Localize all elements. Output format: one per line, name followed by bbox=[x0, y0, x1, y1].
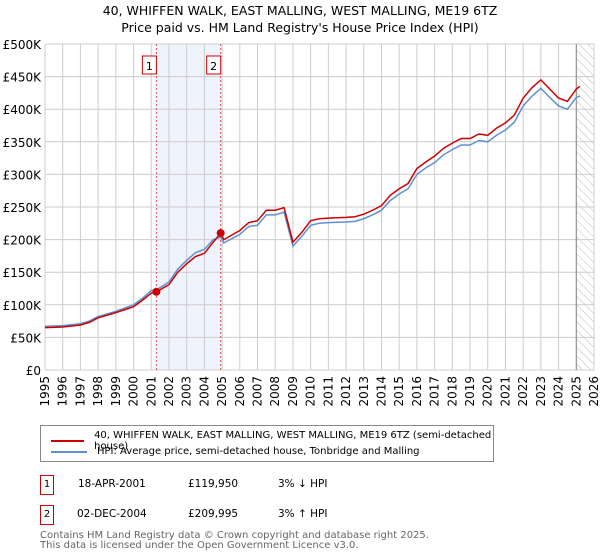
x-tick-label: 2000 bbox=[127, 376, 141, 407]
x-tick-label: 2015 bbox=[392, 376, 406, 407]
x-tick-label: 2007 bbox=[251, 376, 265, 407]
transaction-price: £209,995 bbox=[188, 508, 239, 520]
x-tick-label: 1999 bbox=[109, 376, 123, 407]
x-tick-label: 2023 bbox=[534, 376, 548, 407]
x-tick-label: 1997 bbox=[73, 376, 87, 407]
y-tick-label: £350K bbox=[3, 136, 43, 150]
legend-label: HPI: Average price, semi-detached house,… bbox=[97, 446, 420, 457]
x-tick-label: 2003 bbox=[180, 376, 194, 407]
y-tick-label: £400K bbox=[3, 103, 43, 117]
marker-badge: 1 bbox=[40, 475, 54, 495]
sale-marker bbox=[152, 287, 161, 296]
x-tick-label: 1998 bbox=[91, 376, 105, 407]
x-tick-label: 2013 bbox=[357, 376, 371, 407]
y-tick-label: £300K bbox=[3, 168, 43, 182]
title-line: 40, WHIFFEN WALK, EAST MALLING, WEST MAL… bbox=[102, 3, 498, 18]
hpi-line bbox=[44, 87, 581, 328]
x-tick-label: 2016 bbox=[410, 376, 424, 407]
y-tick-label: £50K bbox=[10, 331, 42, 345]
y-tick-label: £450K bbox=[3, 71, 43, 85]
x-tick-label: 2021 bbox=[498, 376, 512, 407]
x-tick-label: 2018 bbox=[445, 376, 459, 407]
sale-label-box bbox=[141, 55, 157, 75]
x-tick-label: 2026 bbox=[587, 376, 600, 407]
transaction-date: 18-APR-2001 bbox=[78, 478, 146, 490]
x-tick-label: 2012 bbox=[339, 376, 353, 407]
sale-label-box bbox=[206, 55, 222, 75]
legend-item-hpi: HPI: Average price, semi-detached house,… bbox=[51, 446, 420, 457]
y-tick-label: £250K bbox=[3, 201, 43, 215]
legend-label: 40, WHIFFEN WALK, EAST MALLING, WEST MAL… bbox=[94, 430, 492, 452]
x-tick-label: 1996 bbox=[56, 376, 70, 407]
x-tick-label: 2025 bbox=[569, 376, 583, 407]
y-tick-label: £100K bbox=[3, 299, 43, 313]
footer-line: Contains HM Land Registry data © Crown c… bbox=[40, 530, 429, 541]
transaction-hpi: 3% ↓ HPI bbox=[278, 478, 328, 490]
x-tick-label: 2004 bbox=[197, 376, 211, 407]
y-tick-label: £0 bbox=[26, 364, 41, 378]
x-tick-label: 2010 bbox=[304, 376, 318, 407]
legend-item-price-paid: 40, WHIFFEN WALK, EAST MALLING, WEST MAL… bbox=[51, 430, 493, 452]
x-tick-label: 2014 bbox=[374, 376, 388, 407]
transaction-price: £119,950 bbox=[188, 478, 239, 490]
x-tick-label: 2024 bbox=[552, 376, 566, 407]
x-tick-label: 2011 bbox=[321, 376, 335, 407]
x-tick-label: 2006 bbox=[233, 376, 247, 407]
x-tick-label: 2009 bbox=[286, 376, 300, 407]
x-tick-label: 2005 bbox=[215, 376, 229, 407]
transaction-hpi: 3% ↑ HPI bbox=[278, 508, 328, 520]
x-tick-label: 2008 bbox=[268, 376, 282, 407]
legend: 40, WHIFFEN WALK, EAST MALLING, WEST MAL… bbox=[40, 425, 494, 462]
x-tick-label: 2019 bbox=[463, 376, 477, 407]
price-paid-line bbox=[44, 78, 581, 329]
red-line-swatch bbox=[51, 440, 85, 442]
x-tick-label: 2002 bbox=[162, 376, 176, 407]
x-tick-label: 2022 bbox=[516, 376, 530, 407]
subtitle-line: Price paid vs. HM Land Registry's House … bbox=[121, 20, 479, 35]
blue-line-swatch bbox=[51, 450, 87, 453]
transaction-date: 02-DEC-2004 bbox=[77, 508, 147, 520]
y-tick-label: £150K bbox=[3, 266, 43, 280]
price-chart: £0 £50K £100K £150K £200K £250K £300K £350K £400… bbox=[3, 38, 600, 407]
sale-label: 1 bbox=[146, 60, 153, 73]
y-tick-label: £200K bbox=[3, 234, 43, 248]
x-tick-label: 2017 bbox=[428, 376, 442, 407]
sale-marker bbox=[216, 229, 225, 238]
x-tick-label: 2020 bbox=[481, 376, 495, 407]
footer-line: This data is licensed under the Open Gov… bbox=[40, 540, 359, 551]
x-tick-label: 2001 bbox=[144, 376, 158, 407]
x-tick-label: 1995 bbox=[38, 376, 52, 407]
footer: Contains HM Land Registry data © Crown c… bbox=[40, 531, 429, 551]
sale-label: 2 bbox=[210, 60, 217, 73]
y-tick-label: £500K bbox=[3, 38, 43, 52]
chart-title: 40, WHIFFEN WALK, EAST MALLING, WEST MAL… bbox=[0, 2, 600, 36]
marker-badge: 2 bbox=[40, 505, 54, 525]
